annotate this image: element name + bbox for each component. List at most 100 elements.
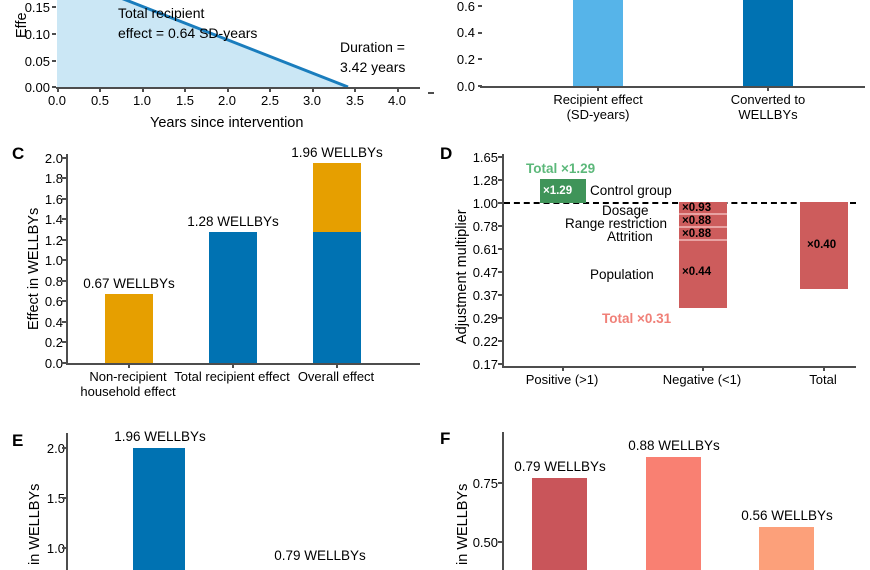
panel-c-ytickmark xyxy=(62,321,66,323)
panel-d-ytick-1: 1.28 xyxy=(472,173,498,188)
panel-f: F in WELLBYs 0.75 0.50 0.79 WELLBYs 0.88… xyxy=(430,400,870,570)
panel-a-xtickmark xyxy=(57,88,59,92)
panel-d-seg-divider xyxy=(679,239,727,241)
panel-a-y-axis-title: Effe xyxy=(14,12,30,38)
panel-c-xtickmark xyxy=(336,364,338,368)
panel-b: 0.6 0.4 0.2 0.0 Recipient effect (SD-yea… xyxy=(428,0,870,132)
panel-c-category-label-overall: Overall effect xyxy=(297,369,375,384)
panel-a-ytick-3: 0.00 xyxy=(24,80,50,95)
panel-b-ytick-0: 0.6 xyxy=(456,0,475,14)
panel-c-ytickmark xyxy=(62,218,66,220)
panel-d-ytick-2: 1.00 xyxy=(472,196,498,211)
panel-c-ytickmark xyxy=(62,362,66,364)
panel-f-bar-label-second: 0.88 WELLBYs xyxy=(628,438,720,453)
panel-c-ytickmark xyxy=(62,300,66,302)
panel-c-cat1-line2: household effect xyxy=(80,383,176,399)
panel-c-ytickmark xyxy=(62,259,66,261)
panel-b-cat1-line2: (SD-years) xyxy=(566,106,630,122)
panel-d-ytickmark xyxy=(498,317,502,319)
panel-d-ytickmark xyxy=(498,179,502,181)
panel-c-y-axis-title: Effect in WELLBYs xyxy=(26,207,42,330)
panel-c-cat1-line1: Non-recipient xyxy=(89,369,167,384)
panel-d-y-axis xyxy=(502,154,504,366)
panel-d: D Adjustment multiplier 1.65 1.28 1.00 0… xyxy=(430,140,870,400)
panel-b-category-label-converted: Converted to WELLBYs xyxy=(708,92,828,123)
panel-a-annot1-line1: Total recipient xyxy=(118,5,205,21)
panel-e-ytickmark xyxy=(62,547,66,549)
panel-c-bar-overall-blue xyxy=(313,232,361,363)
panel-c-bar-overall-orange xyxy=(313,163,361,232)
panel-c-xtickmark xyxy=(128,364,130,368)
panel-d-ytickmark xyxy=(498,271,502,273)
panel-c-ytickmark xyxy=(62,177,66,179)
panel-c-ytickmark xyxy=(62,198,66,200)
panel-d-side-label-control-group: Control group xyxy=(590,183,672,198)
panel-a-xtickmark xyxy=(354,88,356,92)
panel-c-ytickmark xyxy=(62,341,66,343)
panel-e-bar-label-overall: 1.96 WELLBYs xyxy=(114,429,206,444)
panel-f-bar-second xyxy=(646,457,701,570)
panel-b-ytickmark xyxy=(478,32,482,34)
panel-a-xtick-5: 2.5 xyxy=(260,93,280,108)
panel-c-x-axis xyxy=(66,362,420,365)
panel-a-annot2-line1: Duration = xyxy=(340,39,405,55)
panel-a-ytickmark xyxy=(52,33,56,35)
panel-a-annotation-duration: Duration = 3.42 years xyxy=(340,37,405,78)
panel-b-left-edge-tick xyxy=(428,92,434,94)
panel-d-seg-divider xyxy=(679,226,727,228)
panel-d-seg-label-range-restriction: ×0.88 xyxy=(682,215,712,227)
panel-e-bar-overall xyxy=(133,448,185,570)
panel-a-ytickmark xyxy=(52,86,56,88)
panel-d-side-label-dosage: Dosage xyxy=(602,203,649,218)
panel-e-letter: E xyxy=(12,431,24,450)
panel-a-ytickmark xyxy=(52,6,56,8)
panel-d-ytick-8: 0.22 xyxy=(472,334,498,349)
panel-b-cat1-line1: Recipient effect xyxy=(553,92,643,107)
panel-b-category-label-recipient: Recipient effect (SD-years) xyxy=(538,92,658,123)
panel-f-bar-label-third: 0.56 WELLBYs xyxy=(741,508,833,523)
panel-e-ytickmark xyxy=(62,497,66,499)
panel-f-letter: F xyxy=(440,429,451,448)
panel-c-ytickmark xyxy=(62,239,66,241)
panel-e-y-axis xyxy=(66,433,68,570)
panel-d-category-label-total: Total xyxy=(809,372,837,387)
panel-a: 0.15 0.10 0.05 0.00 Effe 0.0 0.5 1.0 1.5… xyxy=(0,0,430,132)
panel-d-side-label-range-restriction: Range restriction xyxy=(565,216,668,231)
panel-c-category-label-total-recipient: Total recipient effect xyxy=(174,369,290,384)
panel-a-annot1-line2: effect = 0.64 SD-years xyxy=(118,25,258,42)
panel-a-xtick-8: 4.0 xyxy=(387,93,407,108)
panel-a-ytick-1: 0.10 xyxy=(24,27,50,42)
panel-d-ytick-6: 0.37 xyxy=(472,288,498,303)
panel-f-y-axis xyxy=(502,432,504,570)
panel-d-xtickmark xyxy=(702,367,704,371)
panel-a-xtickmark xyxy=(227,88,229,92)
panel-d-seg-label-dosage: ×0.93 xyxy=(682,202,712,214)
panel-f-bar-third xyxy=(759,527,814,570)
panel-d-bar-negative-stack xyxy=(679,202,727,308)
panel-d-ytick-0: 1.65 xyxy=(472,150,498,165)
panel-d-bar-total xyxy=(800,202,848,289)
panel-d-ytick-4: 0.61 xyxy=(472,242,498,257)
panel-f-ytick-0: 0.75 xyxy=(472,476,498,491)
panel-c-bar-label-total-recipient: 1.28 WELLBYs xyxy=(187,214,279,229)
panel-d-ytick-5: 0.47 xyxy=(472,265,498,280)
panel-c-ytick-8: 0.4 xyxy=(44,315,63,330)
panel-b-ytick-2: 0.2 xyxy=(456,52,475,67)
panel-d-xtickmark xyxy=(562,367,564,371)
panel-d-total-positive: Total ×1.29 xyxy=(526,161,596,176)
panel-f-ytickmark xyxy=(498,541,502,543)
panel-d-x-axis xyxy=(502,365,856,368)
panel-d-ytickmark xyxy=(498,156,502,158)
panel-c-y-axis xyxy=(66,154,68,364)
panel-a-xtick-0: 0.0 xyxy=(47,93,67,108)
panel-c-ytick-1: 1.8 xyxy=(44,171,63,186)
panel-a-xtickmark xyxy=(99,88,101,92)
panel-d-ytickmark xyxy=(498,294,502,296)
panel-d-ytickmark xyxy=(498,340,502,342)
panel-d-seg-label-attrition: ×0.88 xyxy=(682,228,712,240)
panel-d-seg-label-control-group: ×1.29 xyxy=(543,185,573,197)
panel-a-ytick-2: 0.05 xyxy=(24,54,50,69)
panel-d-side-label-population: Population xyxy=(590,267,654,282)
panel-e-ytick-0: 2.0 xyxy=(46,441,65,456)
panel-c-bar-label-overall: 1.96 WELLBYs xyxy=(291,145,383,160)
